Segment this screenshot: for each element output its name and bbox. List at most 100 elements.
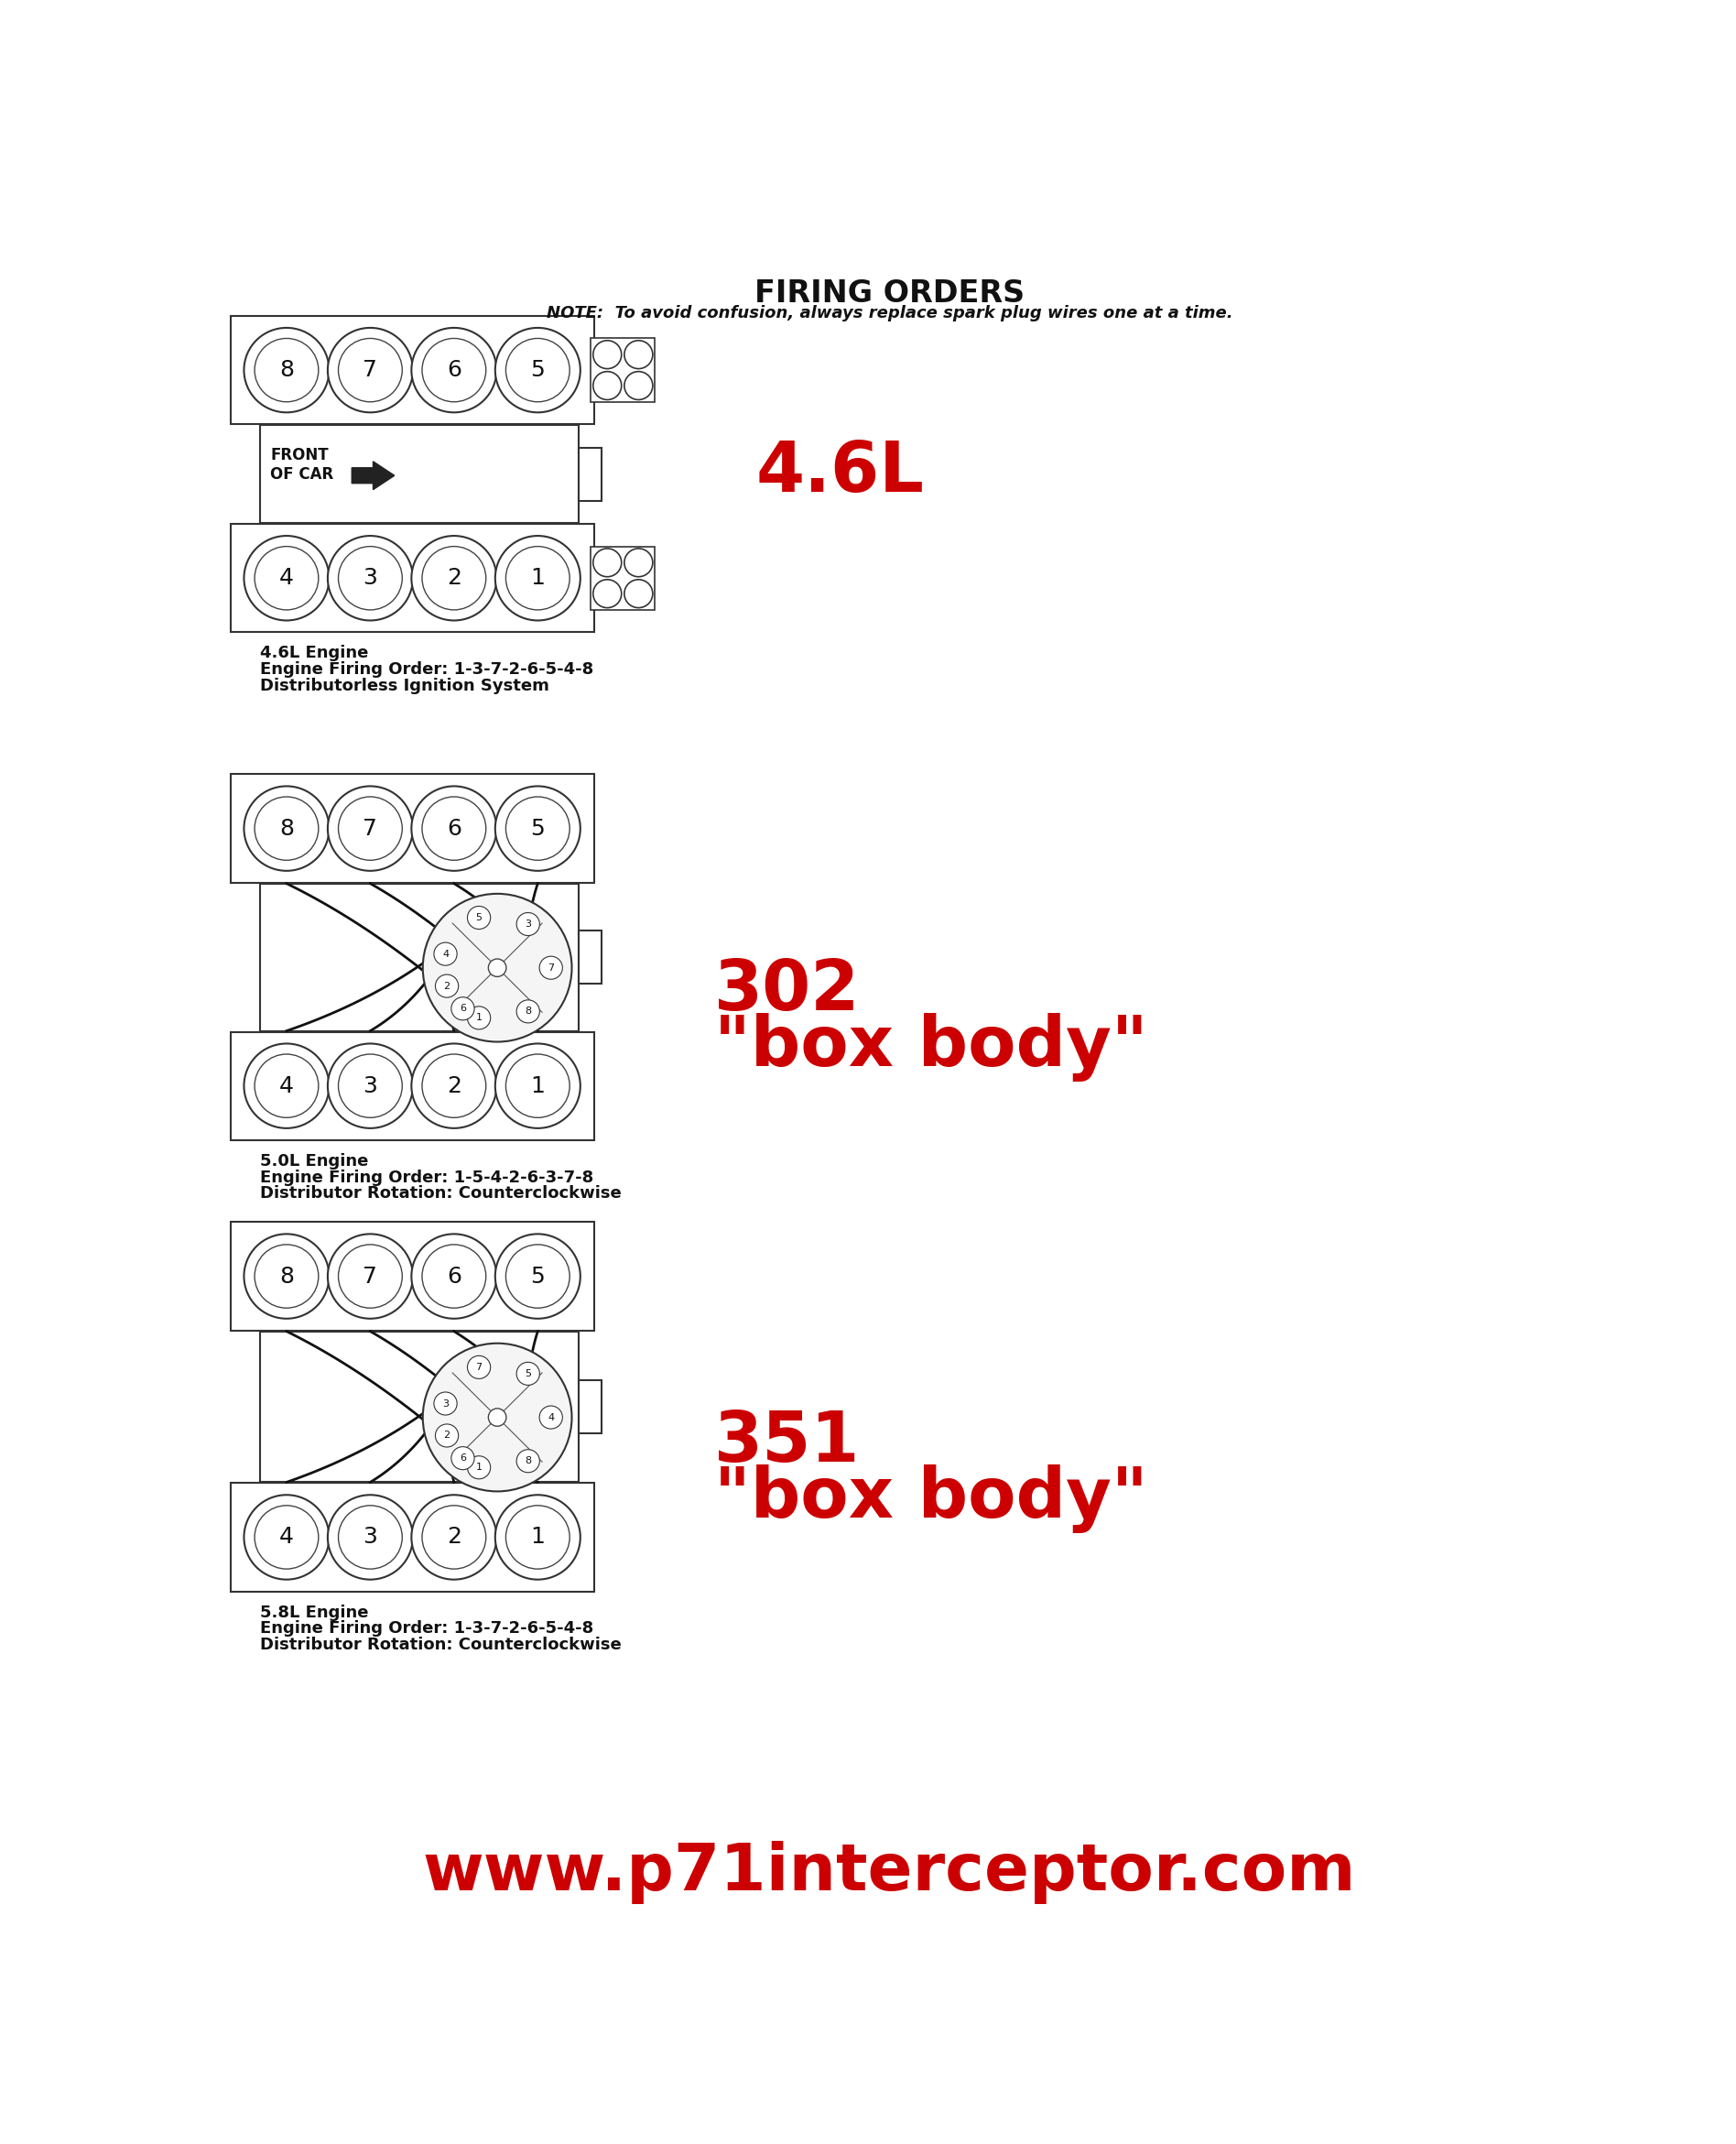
Circle shape bbox=[451, 997, 474, 1021]
Text: 4.6L: 4.6L bbox=[757, 440, 925, 506]
Text: OF CAR: OF CAR bbox=[271, 467, 333, 482]
Circle shape bbox=[517, 999, 540, 1023]
Circle shape bbox=[434, 1391, 457, 1415]
Text: www.p71interceptor.com: www.p71interceptor.com bbox=[424, 1840, 1356, 1904]
Circle shape bbox=[339, 339, 403, 401]
Bar bbox=[231, 315, 594, 425]
Circle shape bbox=[467, 1456, 491, 1479]
Circle shape bbox=[467, 907, 491, 928]
Text: FRONT: FRONT bbox=[271, 448, 328, 463]
Text: 1: 1 bbox=[476, 1462, 483, 1473]
Text: 8: 8 bbox=[279, 817, 293, 840]
Circle shape bbox=[411, 1044, 496, 1128]
Text: 2: 2 bbox=[444, 1430, 450, 1441]
Text: Engine Firing Order: 1-3-7-2-6-5-4-8: Engine Firing Order: 1-3-7-2-6-5-4-8 bbox=[260, 1621, 594, 1636]
Circle shape bbox=[339, 547, 403, 609]
Text: "box body": "box body" bbox=[713, 1012, 1147, 1081]
Circle shape bbox=[411, 536, 496, 620]
Text: 8: 8 bbox=[279, 360, 293, 382]
Circle shape bbox=[328, 328, 413, 412]
Circle shape bbox=[422, 339, 486, 401]
Text: Distributorless Ignition System: Distributorless Ignition System bbox=[260, 678, 549, 695]
Text: 6: 6 bbox=[460, 1454, 465, 1462]
Text: FIRING ORDERS: FIRING ORDERS bbox=[755, 279, 1024, 309]
Circle shape bbox=[422, 1505, 486, 1569]
Circle shape bbox=[594, 371, 621, 399]
Text: Distributor Rotation: Counterclockwise: Distributor Rotation: Counterclockwise bbox=[260, 1186, 621, 1203]
Bar bbox=[231, 774, 594, 883]
Text: 1: 1 bbox=[476, 1014, 483, 1023]
Circle shape bbox=[328, 787, 413, 870]
Text: 3: 3 bbox=[524, 920, 531, 928]
Text: 3: 3 bbox=[443, 1400, 448, 1409]
Circle shape bbox=[245, 1494, 330, 1580]
Circle shape bbox=[255, 339, 318, 401]
Circle shape bbox=[245, 787, 330, 870]
Text: 7: 7 bbox=[547, 963, 554, 973]
Circle shape bbox=[422, 1055, 486, 1117]
Circle shape bbox=[517, 913, 540, 935]
Text: 3: 3 bbox=[363, 1074, 377, 1098]
Circle shape bbox=[339, 798, 403, 860]
Circle shape bbox=[422, 547, 486, 609]
Text: 2: 2 bbox=[446, 1074, 462, 1098]
Circle shape bbox=[255, 798, 318, 860]
Text: 5: 5 bbox=[476, 913, 483, 922]
Bar bbox=[260, 1331, 578, 1482]
Circle shape bbox=[422, 1244, 486, 1308]
Circle shape bbox=[422, 798, 486, 860]
Circle shape bbox=[495, 787, 580, 870]
Circle shape bbox=[594, 579, 621, 607]
Circle shape bbox=[517, 1361, 540, 1385]
Text: 8: 8 bbox=[524, 1008, 531, 1016]
Text: 4: 4 bbox=[547, 1413, 554, 1421]
Circle shape bbox=[517, 1449, 540, 1473]
Text: 2: 2 bbox=[446, 568, 462, 590]
Circle shape bbox=[451, 1447, 474, 1469]
Text: NOTE:  To avoid confusion, always replace spark plug wires one at a time.: NOTE: To avoid confusion, always replace… bbox=[547, 304, 1233, 322]
Text: 5.0L Engine: 5.0L Engine bbox=[260, 1153, 368, 1168]
Circle shape bbox=[495, 1494, 580, 1580]
Text: 8: 8 bbox=[524, 1456, 531, 1466]
Text: 351: 351 bbox=[713, 1409, 859, 1475]
Circle shape bbox=[488, 1409, 507, 1426]
Text: 4: 4 bbox=[443, 950, 448, 958]
Text: 3: 3 bbox=[363, 1527, 377, 1548]
Circle shape bbox=[255, 1055, 318, 1117]
Circle shape bbox=[339, 1244, 403, 1308]
Text: 5: 5 bbox=[531, 1265, 545, 1286]
Circle shape bbox=[594, 549, 621, 577]
Text: Distributor Rotation: Counterclockwise: Distributor Rotation: Counterclockwise bbox=[260, 1636, 621, 1653]
Circle shape bbox=[411, 1494, 496, 1580]
Circle shape bbox=[245, 536, 330, 620]
Circle shape bbox=[625, 371, 653, 399]
Circle shape bbox=[245, 1044, 330, 1128]
Circle shape bbox=[339, 1055, 403, 1117]
Text: 2: 2 bbox=[444, 982, 450, 991]
Circle shape bbox=[495, 328, 580, 412]
Text: 7: 7 bbox=[363, 360, 377, 382]
Circle shape bbox=[255, 547, 318, 609]
Bar bbox=[260, 425, 578, 523]
Circle shape bbox=[411, 328, 496, 412]
Text: 5: 5 bbox=[531, 360, 545, 382]
Circle shape bbox=[488, 958, 507, 978]
Bar bbox=[231, 1484, 594, 1591]
Circle shape bbox=[436, 1424, 458, 1447]
Circle shape bbox=[505, 798, 569, 860]
Bar bbox=[578, 1381, 602, 1432]
Text: 4: 4 bbox=[279, 568, 293, 590]
Circle shape bbox=[255, 1244, 318, 1308]
Text: 4.6L Engine: 4.6L Engine bbox=[260, 645, 368, 662]
Circle shape bbox=[505, 1055, 569, 1117]
Circle shape bbox=[436, 976, 458, 997]
Bar bbox=[590, 547, 654, 609]
Circle shape bbox=[411, 1235, 496, 1319]
Text: Engine Firing Order: 1-5-4-2-6-3-7-8: Engine Firing Order: 1-5-4-2-6-3-7-8 bbox=[260, 1168, 594, 1186]
Text: 5: 5 bbox=[524, 1370, 531, 1379]
Text: 1: 1 bbox=[531, 1527, 545, 1548]
Circle shape bbox=[255, 1505, 318, 1569]
Circle shape bbox=[625, 579, 653, 607]
Circle shape bbox=[495, 536, 580, 620]
Circle shape bbox=[424, 894, 571, 1042]
